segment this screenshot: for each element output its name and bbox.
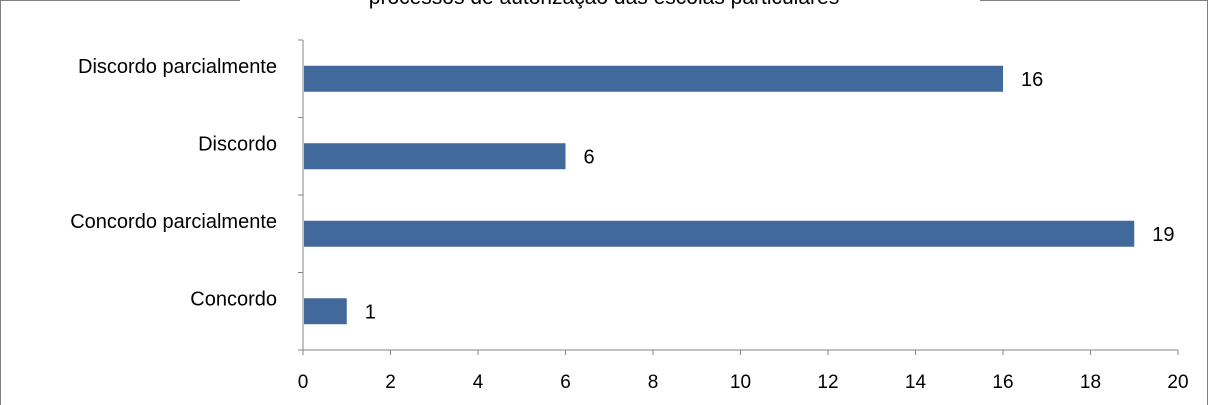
x-tick-label: 6 [560, 372, 571, 393]
x-tick-label: 8 [648, 372, 659, 393]
bar [304, 220, 1135, 247]
category-label: Discordo [198, 133, 277, 155]
data-label: 1 [365, 301, 376, 323]
x-tick-label: 14 [905, 372, 927, 393]
category-label: Concordo [190, 288, 277, 310]
x-tick-label: 16 [992, 372, 1013, 393]
category-label: Concordo parcialmente [70, 211, 277, 233]
data-label: 16 [1021, 69, 1043, 91]
bar [304, 143, 566, 170]
data-label: 19 [1152, 224, 1174, 246]
x-tick-label: 4 [473, 372, 484, 393]
x-tick-label: 20 [1167, 372, 1188, 393]
x-tick-label: 0 [298, 372, 309, 393]
chart-title: processos de autorização das escolas par… [0, 0, 1208, 10]
data-label: 6 [584, 146, 595, 168]
bar [304, 298, 347, 325]
x-tick-label: 18 [1080, 372, 1101, 393]
x-tick-label: 12 [817, 372, 838, 393]
x-tick-label: 2 [385, 372, 396, 393]
x-tick-label: 10 [730, 372, 751, 393]
title-background [240, 0, 980, 10]
bar [304, 65, 1003, 92]
category-label: Discordo parcialmente [78, 56, 277, 78]
